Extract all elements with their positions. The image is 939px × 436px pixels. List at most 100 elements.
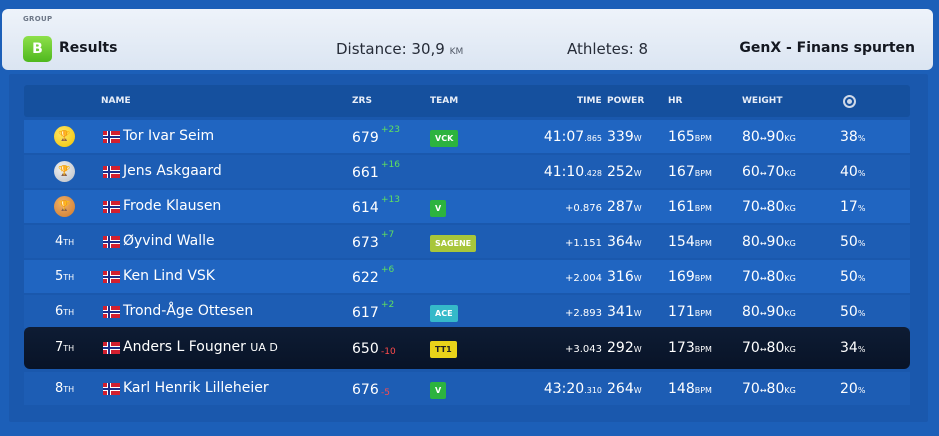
table-row[interactable]: 🏆 Frode Klausen 614 +13 V +0.876 287W 161BPM 70↔… xyxy=(24,190,910,223)
rank-number: 6 xyxy=(55,303,64,319)
hr-unit: BPM xyxy=(694,168,712,178)
power-number: 252 xyxy=(607,163,634,180)
column-header-team[interactable]: TEAM xyxy=(430,96,459,106)
athlete-name[interactable]: Tor Ivar Seim xyxy=(123,128,214,144)
table-row[interactable]: 5TH Ken Lind VSK 622 +6 +2.004 316W 169BPM 70↔8… xyxy=(24,260,910,293)
weight-unit: KG xyxy=(784,168,796,178)
weight-unit: KG xyxy=(784,238,796,248)
weight-unit: KG xyxy=(784,133,796,143)
team-badge[interactable]: V xyxy=(430,381,447,399)
finish-time: 41:07.865 xyxy=(544,129,602,145)
hr-unit: BPM xyxy=(694,345,712,354)
finish-time-small: +0.876 xyxy=(564,202,602,214)
power-unit: W xyxy=(633,385,642,395)
team-badge[interactable]: TT1 xyxy=(430,341,457,358)
table-row[interactable]: 7TH Anders L Fougner UA D 650 -10 TT1 +3.043 2… xyxy=(24,327,910,369)
percent-unit: % xyxy=(857,308,866,318)
athlete-name[interactable]: Øyvind Walle xyxy=(123,233,215,249)
percent-unit: % xyxy=(857,385,866,395)
athlete-name-text: Jens Askgaard xyxy=(123,162,222,179)
zrs-delta: -5 xyxy=(381,387,390,398)
team-badge[interactable]: V xyxy=(430,199,447,217)
team-badge[interactable]: ACE xyxy=(430,304,458,322)
hr-value: 154BPM xyxy=(668,234,712,250)
table-row[interactable]: 4TH Øyvind Walle 673 +7 SAGENE +1.151 364W 154B… xyxy=(24,225,910,258)
zrs-delta: +7 xyxy=(381,229,395,240)
team-badge[interactable]: VCK xyxy=(430,129,459,147)
percent-value: 34% xyxy=(840,340,865,356)
athlete-name[interactable]: Karl Henrik Lilleheier xyxy=(123,380,269,396)
zrs-delta: +6 xyxy=(381,264,395,275)
hr-value: 173BPM xyxy=(668,340,712,356)
column-header-zrs[interactable]: ZRS xyxy=(352,96,372,106)
team-badge[interactable]: SAGENE xyxy=(430,234,477,252)
power-unit: W xyxy=(633,168,642,178)
norway-flag-icon xyxy=(103,342,120,354)
athlete-name[interactable]: Frode Klausen xyxy=(123,198,221,214)
finish-time-main: 41:10 xyxy=(543,163,585,180)
table-row[interactable]: 🏆 Tor Ivar Seim 679 +23 VCK 41:07.865 339W 165B… xyxy=(24,120,910,153)
rank-suffix: TH xyxy=(63,237,75,247)
power-unit: W xyxy=(633,273,642,283)
athlete-name[interactable]: Anders L Fougner UA D xyxy=(123,339,278,355)
page-title: Results xyxy=(59,40,118,56)
table-row[interactable]: 8TH Karl Henrik Lilleheier 676 -5 V 43:20.310… xyxy=(24,372,910,405)
athlete-name-text: Anders L Fougner xyxy=(123,339,246,355)
athlete-name[interactable]: Jens Askgaard xyxy=(123,163,222,179)
event-name: GenX - Finans spurten xyxy=(739,40,915,56)
finish-time: +0.876 xyxy=(565,199,602,215)
weight-unit: KG xyxy=(784,273,796,283)
zrs-delta: -10 xyxy=(381,347,396,357)
finish-time-small: .310 xyxy=(584,385,602,395)
column-header-weight[interactable]: WEIGHT xyxy=(742,96,783,106)
rank-label: 7TH xyxy=(55,340,74,355)
rank-number: 4 xyxy=(55,233,64,249)
distance-value: Distance: 30,9 xyxy=(336,40,445,58)
finish-time-small: +1.151 xyxy=(564,237,602,249)
percent-number: 50 xyxy=(840,303,858,320)
norway-flag-icon xyxy=(103,382,120,395)
power-unit: W xyxy=(633,345,642,354)
weight-range: 70↔80KG xyxy=(742,340,796,356)
trophy-icon: 🏆 xyxy=(54,126,75,147)
weight-range: 60↔70KG xyxy=(742,164,796,180)
table-header: NAME ZRS TEAM TIME POWER HR WEIGHT xyxy=(24,85,910,117)
percent-number: 50 xyxy=(840,268,858,285)
weight-min: 80 xyxy=(742,303,760,320)
zrs-value: 617 xyxy=(352,304,379,321)
column-header-time[interactable]: TIME xyxy=(577,96,602,106)
percent-value: 50% xyxy=(840,269,865,285)
weight-unit: KG xyxy=(784,385,796,395)
power-unit: W xyxy=(633,203,642,213)
weight-range: 70↔80KG xyxy=(742,381,796,397)
table-row[interactable]: 6TH Trond-Åge Ottesen 617 +2 ACE +2.893 341W 17… xyxy=(24,295,910,328)
athlete-name-text: Trond-Åge Ottesen xyxy=(123,302,254,319)
norway-flag-icon xyxy=(103,270,120,283)
distance-unit: KM xyxy=(449,47,464,57)
hr-unit: BPM xyxy=(694,385,712,395)
rank-suffix: TH xyxy=(63,344,75,353)
weight-max: 90 xyxy=(766,233,785,250)
rank-label: 4TH xyxy=(55,234,74,249)
finish-time-small: +2.004 xyxy=(564,272,602,284)
column-header-name[interactable]: NAME xyxy=(101,96,131,106)
column-header-hr[interactable]: HR xyxy=(668,96,683,106)
percent-number: 34 xyxy=(840,340,858,356)
finish-time: +1.151 xyxy=(565,234,602,250)
percent-number: 17 xyxy=(840,198,858,215)
athlete-name-text: Øyvind Walle xyxy=(123,232,215,249)
finish-time: 43:20.310 xyxy=(544,381,602,397)
athlete-name[interactable]: Ken Lind VSK xyxy=(123,268,215,284)
athlete-name-suffix: UA D xyxy=(250,341,278,354)
zoom-icon[interactable] xyxy=(843,95,856,108)
column-header-power[interactable]: POWER xyxy=(607,96,645,106)
rank-suffix: TH xyxy=(63,272,75,282)
percent-value: 38% xyxy=(840,129,865,145)
hr-value: 165BPM xyxy=(668,129,712,145)
hr-value: 169BPM xyxy=(668,269,712,285)
range-arrow: ↔ xyxy=(759,385,767,395)
table-row[interactable]: 🏆 Jens Askgaard 661 +16 41:10.428 252W 167BPM 6… xyxy=(24,155,910,188)
rank-number: 5 xyxy=(55,268,64,284)
athlete-name[interactable]: Trond-Åge Ottesen xyxy=(123,303,253,319)
percent-value: 40% xyxy=(840,164,865,180)
